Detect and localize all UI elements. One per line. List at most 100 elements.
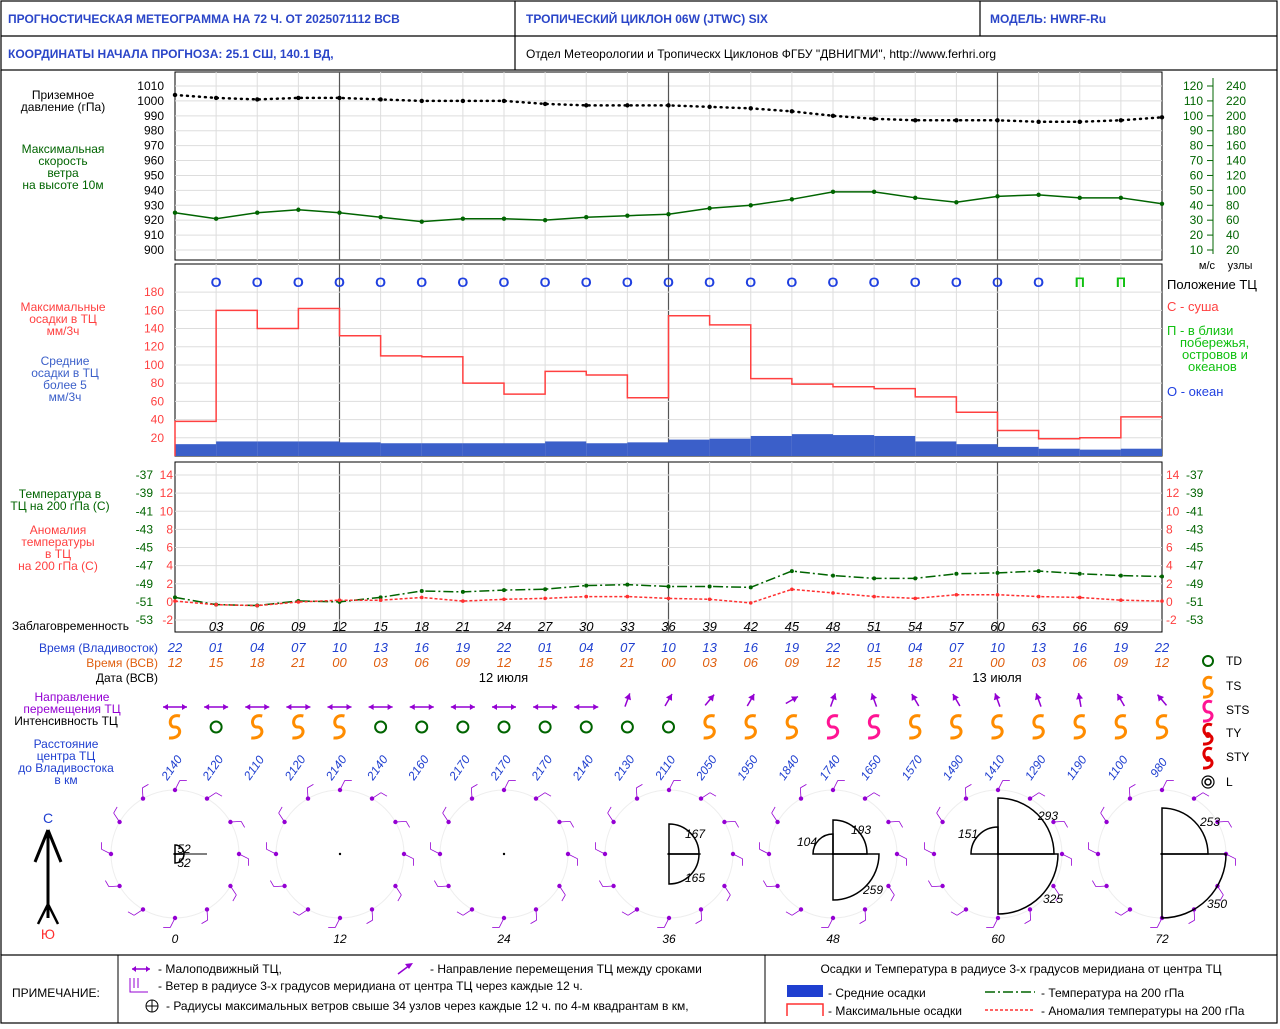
radius-center bbox=[502, 852, 506, 856]
wind-barb bbox=[759, 848, 770, 855]
radius-hour-label: 12 bbox=[333, 932, 347, 946]
time-vl-label: 19 bbox=[456, 640, 470, 655]
position-ocean: О - океан bbox=[1167, 384, 1223, 399]
note-direction: - Направление перемещения ТЦ между срока… bbox=[430, 962, 702, 976]
wind-barb bbox=[559, 820, 571, 823]
lead-label: 48 bbox=[826, 619, 841, 634]
wind-barb-feather bbox=[471, 784, 478, 789]
temp-point bbox=[543, 587, 548, 592]
wind-barb-feather bbox=[599, 880, 604, 887]
wind-barb-feather bbox=[1063, 821, 1068, 828]
pressure-tick-label: 980 bbox=[144, 124, 164, 138]
anom-point bbox=[790, 587, 794, 592]
time-utc-label: 12 bbox=[826, 655, 841, 670]
position-land: С - суша bbox=[1167, 299, 1219, 314]
wind-barb bbox=[1128, 787, 1131, 799]
stationary-arrow-icon bbox=[574, 704, 599, 710]
wind-knots-tick-label: 160 bbox=[1226, 139, 1246, 153]
wind-knots-tick-label: 40 bbox=[1226, 228, 1240, 242]
svg-text:давление (гПа): давление (гПа) bbox=[21, 100, 105, 114]
time-utc-label: 06 bbox=[1073, 655, 1088, 670]
wind-barb-feather bbox=[1219, 894, 1224, 902]
direction-arrow-icon bbox=[870, 693, 878, 707]
temp-point bbox=[502, 588, 506, 593]
wind-point bbox=[584, 215, 589, 220]
wind-barb-feather bbox=[965, 784, 972, 789]
position-letter: О bbox=[416, 274, 427, 290]
direction-arrow-head bbox=[1157, 694, 1165, 702]
svg-text:TS: TS bbox=[1226, 679, 1241, 693]
distance-label: 2140 bbox=[158, 752, 186, 783]
temp-tick-label: -45 bbox=[136, 541, 154, 555]
wind-point bbox=[1118, 195, 1124, 201]
position-letter: О bbox=[663, 274, 674, 290]
direction-arrow-head bbox=[830, 693, 837, 701]
wind-barb-feather bbox=[530, 919, 537, 924]
avg-precip-bar bbox=[833, 435, 875, 456]
time-utc-label: 00 bbox=[332, 655, 347, 670]
position-letter: П bbox=[1116, 274, 1126, 290]
wind-barb bbox=[700, 792, 711, 799]
svg-text:Расстояние: Расстояние bbox=[34, 737, 99, 751]
pressure-tick-label: 910 bbox=[144, 228, 164, 242]
temp-tick-label-right: -39 bbox=[1186, 486, 1204, 500]
wind-barb-feather bbox=[105, 880, 110, 887]
wind-barb bbox=[956, 909, 967, 916]
direction-arrow-head bbox=[911, 693, 918, 701]
label-precip-avg: Средние осадки в ТЦ более 5 мм/3ч bbox=[31, 354, 99, 404]
stationary-arrow-heads bbox=[204, 704, 229, 710]
time-utc-label: 12 bbox=[497, 655, 512, 670]
ts-icon bbox=[744, 714, 757, 740]
avg-precip-bar bbox=[586, 443, 628, 456]
stationary-icon bbox=[132, 966, 150, 972]
anom-tick-label: 10 bbox=[160, 504, 174, 518]
direction-arrow-icon bbox=[624, 693, 632, 707]
avg-precip-bar bbox=[504, 443, 546, 456]
wind-barb bbox=[924, 848, 935, 855]
lead-label: 33 bbox=[620, 619, 635, 634]
wind-barb bbox=[273, 885, 285, 888]
ts-icon bbox=[1073, 714, 1086, 740]
direction-arrow-icon bbox=[746, 693, 755, 707]
td-icon bbox=[209, 720, 223, 734]
temp-tick-label: -37 bbox=[136, 468, 154, 482]
position-letter: О bbox=[704, 274, 715, 290]
pressure-point bbox=[172, 92, 178, 98]
wind-barb-feather bbox=[240, 821, 245, 828]
time-utc-label: 09 bbox=[785, 655, 799, 670]
anom-point bbox=[584, 594, 589, 599]
time-vl-label: 22 bbox=[1154, 640, 1170, 655]
time-utc-label: 21 bbox=[948, 655, 963, 670]
anom-tick-label-right: 6 bbox=[1166, 541, 1173, 555]
radius-value-label: 350 bbox=[1207, 897, 1227, 911]
radius-value-label: 104 bbox=[797, 835, 817, 849]
position-letter: О bbox=[910, 274, 921, 290]
lead-label: 54 bbox=[908, 619, 922, 634]
wind-barb-feather bbox=[544, 792, 552, 797]
wind-barb bbox=[567, 853, 578, 860]
wind-barb-feather bbox=[442, 806, 447, 814]
time-vl-label: 22 bbox=[167, 640, 183, 655]
note-anom: - Аномалия температуры на 200 гПа bbox=[1041, 1004, 1245, 1018]
distance-label: 2170 bbox=[446, 752, 474, 783]
wind-barb bbox=[339, 780, 346, 791]
avg-precip-bar bbox=[1120, 448, 1162, 456]
wind-barb-feather bbox=[734, 821, 739, 828]
pressure-point bbox=[584, 103, 589, 108]
temp-point bbox=[913, 576, 918, 581]
anom-point bbox=[255, 603, 260, 608]
lead-label: 30 bbox=[579, 619, 594, 634]
wind-barb bbox=[559, 885, 566, 896]
wind-point bbox=[542, 217, 548, 223]
wind-barb bbox=[133, 909, 144, 916]
anom-tick-label-right: 0 bbox=[1166, 595, 1173, 609]
distance-label: 2120 bbox=[281, 752, 309, 783]
wind-barb bbox=[442, 812, 449, 823]
wind-point bbox=[172, 210, 178, 215]
distance-label: 1100 bbox=[1104, 753, 1130, 782]
note-temp: - Температура на 200 гПа bbox=[1041, 986, 1184, 1000]
wind-barb-feather bbox=[405, 821, 410, 828]
header-coords: КООРДИНАТЫ НАЧАЛА ПРОГНОЗА: 25.1 СШ, 140… bbox=[8, 47, 334, 61]
